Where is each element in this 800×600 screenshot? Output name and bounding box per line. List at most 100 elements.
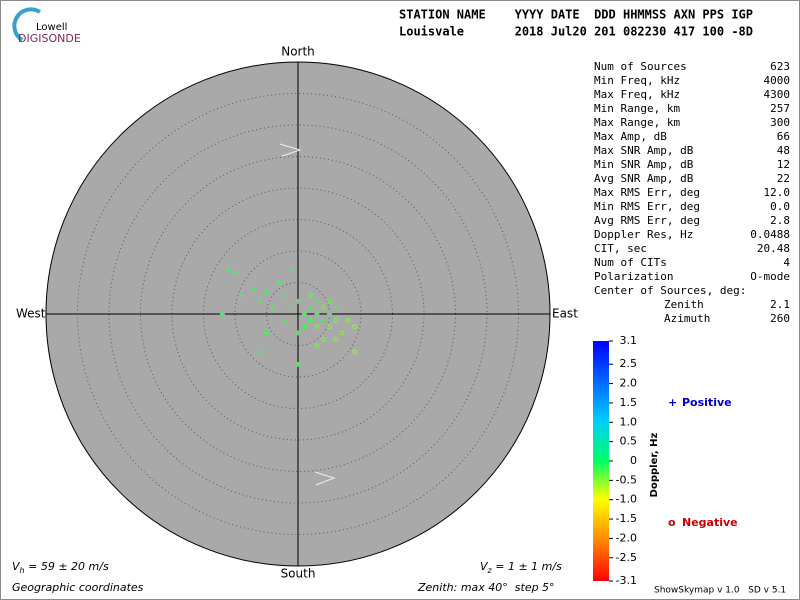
source-negative xyxy=(352,349,358,355)
stat-label: Min Range, km xyxy=(594,102,680,115)
source-positive xyxy=(226,267,232,273)
source-positive xyxy=(295,298,301,304)
source-positive xyxy=(308,317,314,323)
coords: Geographic coordinates xyxy=(12,581,144,594)
source-positive xyxy=(251,286,257,292)
header-labels: STATION NAME YYYY DATE DDD HHMMSS AXN PP… xyxy=(399,8,753,22)
stat-value: 300 xyxy=(770,116,790,129)
stat-value: 623 xyxy=(770,60,790,73)
source-negative xyxy=(314,324,320,329)
logo-arc xyxy=(12,7,42,42)
stat-label: Avg RMS Err, deg xyxy=(594,214,700,227)
stat-value: 0.0488 xyxy=(750,228,790,241)
positive-symbol: + xyxy=(668,396,677,409)
source-negative xyxy=(320,336,326,342)
source-negative xyxy=(327,324,332,329)
colorbar-tick-label: 3.1 xyxy=(620,334,638,347)
source-positive xyxy=(282,317,288,323)
source-negative xyxy=(333,336,339,342)
negative-symbol: o xyxy=(668,516,676,529)
source-positive xyxy=(232,270,238,276)
azimuth-label: Azimuth xyxy=(664,312,710,325)
source-positive xyxy=(238,292,244,298)
source-negative xyxy=(314,343,320,348)
source-negative xyxy=(320,305,326,311)
stat-value: 66 xyxy=(777,130,790,143)
stat-value: 4300 xyxy=(764,88,791,101)
source-positive xyxy=(320,317,326,323)
source-positive xyxy=(295,361,301,367)
vh: Vh = 59 ± 20 m/s xyxy=(12,560,109,575)
source-positive xyxy=(270,305,276,311)
zenith-value: 2.1 xyxy=(770,298,790,311)
colorbar-tick-label: -2.5 xyxy=(616,551,637,564)
colorbar-tick-label: -1.5 xyxy=(616,512,637,525)
source-positive xyxy=(264,330,269,336)
stat-value: O-mode xyxy=(750,270,790,283)
stat-label: Min SNR Amp, dB xyxy=(594,158,694,171)
stat-label: Num of Sources xyxy=(594,60,687,73)
stat-value: 20.48 xyxy=(757,242,790,255)
colorbar-tick-label: 2.5 xyxy=(620,357,638,370)
chevron xyxy=(279,143,302,157)
stat-label: CIT, sec xyxy=(594,242,647,255)
source-positive xyxy=(314,311,320,317)
stat-value: 12.0 xyxy=(764,186,791,199)
south-label: South xyxy=(281,567,316,581)
north-label: North xyxy=(281,45,315,59)
colorbar-title: Doppler, Hz xyxy=(649,433,660,498)
source-positive xyxy=(264,289,269,295)
colorbar xyxy=(593,341,609,581)
stat-value: 22 xyxy=(777,172,790,185)
source-positive xyxy=(308,305,314,311)
stat-value: 48 xyxy=(777,144,790,157)
logo-line2: DIGISONDE xyxy=(18,32,81,45)
header-values: Louisvale 2018 Jul20 201 082230 417 100 … xyxy=(399,25,753,39)
colorbar-tick-label: 0 xyxy=(630,454,637,467)
colorbar-tick-label: -3.1 xyxy=(616,574,637,587)
colorbar-tick-label: -0.5 xyxy=(616,473,637,486)
vz-v: V xyxy=(480,560,489,573)
colorbar-tick-label: 1.5 xyxy=(620,396,638,409)
vz-sub: z xyxy=(487,566,493,575)
azimuth-value: 260 xyxy=(770,312,790,325)
vh-sub: h xyxy=(20,566,25,575)
source-positive xyxy=(257,349,263,355)
source-positive xyxy=(219,311,225,317)
center-title: Center of Sources, deg: xyxy=(594,284,746,297)
stat-value: 0.0 xyxy=(770,200,790,213)
negative-label: Negative xyxy=(682,516,738,529)
source-positive xyxy=(276,280,282,285)
source-negative xyxy=(346,318,351,323)
stat-label: Max Range, km xyxy=(594,116,680,129)
source-positive xyxy=(314,298,320,304)
source-positive xyxy=(257,298,263,304)
stat-label: Min Freq, kHz xyxy=(594,74,680,87)
source-positive xyxy=(289,305,295,311)
source-positive xyxy=(289,267,295,273)
stat-label: Max RMS Err, deg xyxy=(594,186,700,199)
colorbar-tick-label: 0.5 xyxy=(620,435,638,448)
positive-label: Positive xyxy=(682,396,732,409)
chevron xyxy=(314,471,336,486)
source-negative xyxy=(339,330,345,336)
stat-value: 12 xyxy=(777,158,790,171)
stat-label: Avg SNR Amp, dB xyxy=(594,172,694,185)
east-label: East xyxy=(552,307,578,321)
source-positive xyxy=(301,324,307,330)
stat-label: Min RMS Err, deg xyxy=(594,200,700,213)
vh-value: = 59 ± 20 m/s xyxy=(25,560,109,573)
stat-label: Max Amp, dB xyxy=(594,130,667,143)
west-label: West xyxy=(16,307,46,321)
stat-label: Polarization xyxy=(594,270,673,283)
zenith-note: Zenith: max 40° step 5° xyxy=(417,581,555,594)
source-negative xyxy=(327,299,332,304)
source-negative xyxy=(308,292,313,298)
logo-line1: Lowell xyxy=(36,22,67,33)
source-positive xyxy=(333,305,339,311)
vh-v: V xyxy=(12,560,21,573)
stat-label: Max SNR Amp, dB xyxy=(594,144,694,157)
stat-value: 4 xyxy=(783,256,790,269)
source-positive xyxy=(282,292,288,298)
